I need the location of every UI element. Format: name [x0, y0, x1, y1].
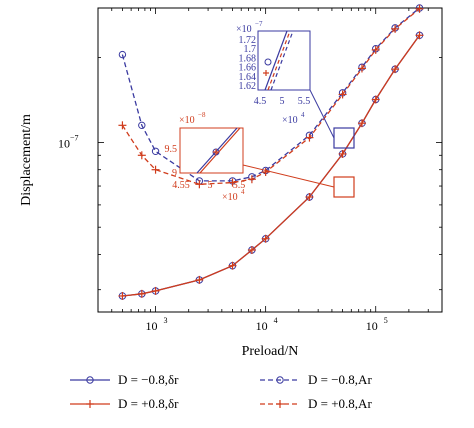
inset-blue-yticks-label: 1.64: [239, 72, 257, 83]
series-point-3: [371, 45, 380, 54]
axis-ticks: [97, 7, 443, 312]
inset-blue-yticks-label: 1.7: [244, 44, 257, 55]
series-point-3: [391, 24, 400, 33]
series-point-1: [357, 119, 366, 128]
inset-blue-xmult-base: ×10: [282, 115, 298, 126]
series-point-3: [137, 151, 146, 160]
series-point-1: [391, 65, 400, 74]
inset-blue-xticks-label: 4.5: [254, 96, 267, 107]
inset-red-xticks-label: 4.55: [172, 180, 190, 191]
series-point-3: [151, 165, 160, 174]
series-point-3: [357, 64, 366, 73]
series-point-1: [228, 261, 237, 270]
inset-blue-line-dashed: [270, 30, 294, 91]
series-point-1: [338, 149, 347, 158]
x-tick-label: 10: [256, 319, 268, 333]
inset-red-line-red: [199, 127, 241, 174]
zoom-connector-red: [242, 164, 335, 188]
inset-red-xmult-exp: 4: [241, 188, 245, 196]
series-point-3: [195, 180, 204, 189]
inset-red-marker-plus: [213, 149, 219, 155]
legend-label: D = −0.8,δr: [118, 372, 179, 387]
y-tick-label-exponent: −7: [70, 133, 79, 142]
inset-blue-xmult-exp: 4: [301, 111, 305, 119]
series-point-1: [118, 291, 127, 300]
plot-area-frame: [97, 7, 443, 313]
inset-red-ymult-base: ×10: [179, 115, 195, 126]
inset-blue-line-solid: [264, 30, 288, 91]
series-point-1: [261, 234, 270, 243]
legend-label: D = +0.8,δr: [118, 396, 179, 411]
legend-marker: [86, 400, 94, 408]
series-point-3: [305, 133, 314, 142]
inset-red-xticks-label: 5: [208, 180, 213, 191]
x-tick-label: 10: [146, 319, 158, 333]
series-point-3: [247, 175, 256, 184]
legend-marker: [86, 376, 94, 384]
legend: D = −0.8,δr D = −0.8,Ar D = +0.8,δr D = +0.…: [70, 372, 372, 411]
inset-blue-xticks-label: 5.5: [298, 96, 311, 107]
x-axis-label: Preload/N: [242, 344, 299, 359]
inset-blue-yticks-label: 1.66: [239, 63, 257, 74]
zoom-box-red: [333, 176, 355, 198]
series-layer: [118, 4, 424, 300]
series-point-3: [261, 168, 270, 177]
inset-blue-marker-plus: [263, 70, 269, 76]
legend-marker: [276, 400, 284, 408]
inset-red-frame: [179, 127, 244, 174]
y-axis-label: Displacement/m: [19, 114, 34, 206]
series-point-2: [138, 121, 146, 130]
series-point-3: [228, 178, 237, 187]
zoom-box-blue: [333, 127, 355, 149]
x-tick-label-exponent: 5: [384, 316, 388, 325]
series-point-3: [338, 90, 347, 99]
series-point-1: [415, 31, 424, 40]
series-point-2: [151, 147, 160, 155]
inset-blue-ymult-base: ×10: [236, 24, 252, 35]
inset-blue-yticks-label: 1.68: [239, 53, 257, 64]
y-tick-label: 10: [58, 136, 70, 150]
series-point-1: [371, 95, 380, 104]
inset-blue-xticks-label: 5: [280, 96, 285, 107]
series-point-1: [195, 275, 204, 284]
inset-red-line-blue: [196, 127, 238, 174]
series-point-3: [118, 121, 127, 130]
x-tick-label: 10: [366, 319, 378, 333]
legend-label: D = +0.8,Ar: [308, 396, 372, 411]
inset-blue-line-red: [267, 30, 291, 91]
series-point-1: [151, 286, 160, 295]
series-point-2: [118, 50, 127, 59]
series-point-3: [415, 4, 424, 13]
inset-blue-marker-circle: [264, 58, 272, 66]
inset-red-yticks-label: 9: [172, 168, 177, 179]
inset-blue-frame: [257, 30, 311, 91]
inset-red: ×10 −8 9.5 9 4.55 5 5.5 ×10 4: [165, 111, 246, 203]
x-tick-label-exponent: 4: [274, 316, 278, 325]
series-point-1: [305, 193, 314, 202]
inset-blue-yticks-label: 1.62: [239, 81, 257, 92]
series-point-1: [247, 245, 256, 254]
tick-labels: 10 3 10 4 10 510 −7: [58, 133, 388, 333]
inset-blue-yticks-label: 1.72: [239, 35, 257, 46]
inset-blue-ymult-exp: −7: [255, 20, 263, 28]
zoom-connector-blue: [309, 89, 335, 139]
legend-label: D = −0.8,Ar: [308, 372, 372, 387]
inset-blue: ×10 −7 1.721.71.681.661.641.62 4.5 5 5.5 ×…: [236, 20, 311, 126]
inset-red-xmult-base: ×10: [222, 192, 238, 203]
inset-red-xticks-label: 5.5: [233, 180, 246, 191]
legend-marker: [276, 376, 284, 384]
series-point-1: [137, 289, 146, 298]
inset-red-ymult-exp: −8: [198, 111, 206, 119]
x-tick-label-exponent: 3: [164, 316, 168, 325]
inset-red-yticks-label: 9.5: [165, 144, 178, 155]
